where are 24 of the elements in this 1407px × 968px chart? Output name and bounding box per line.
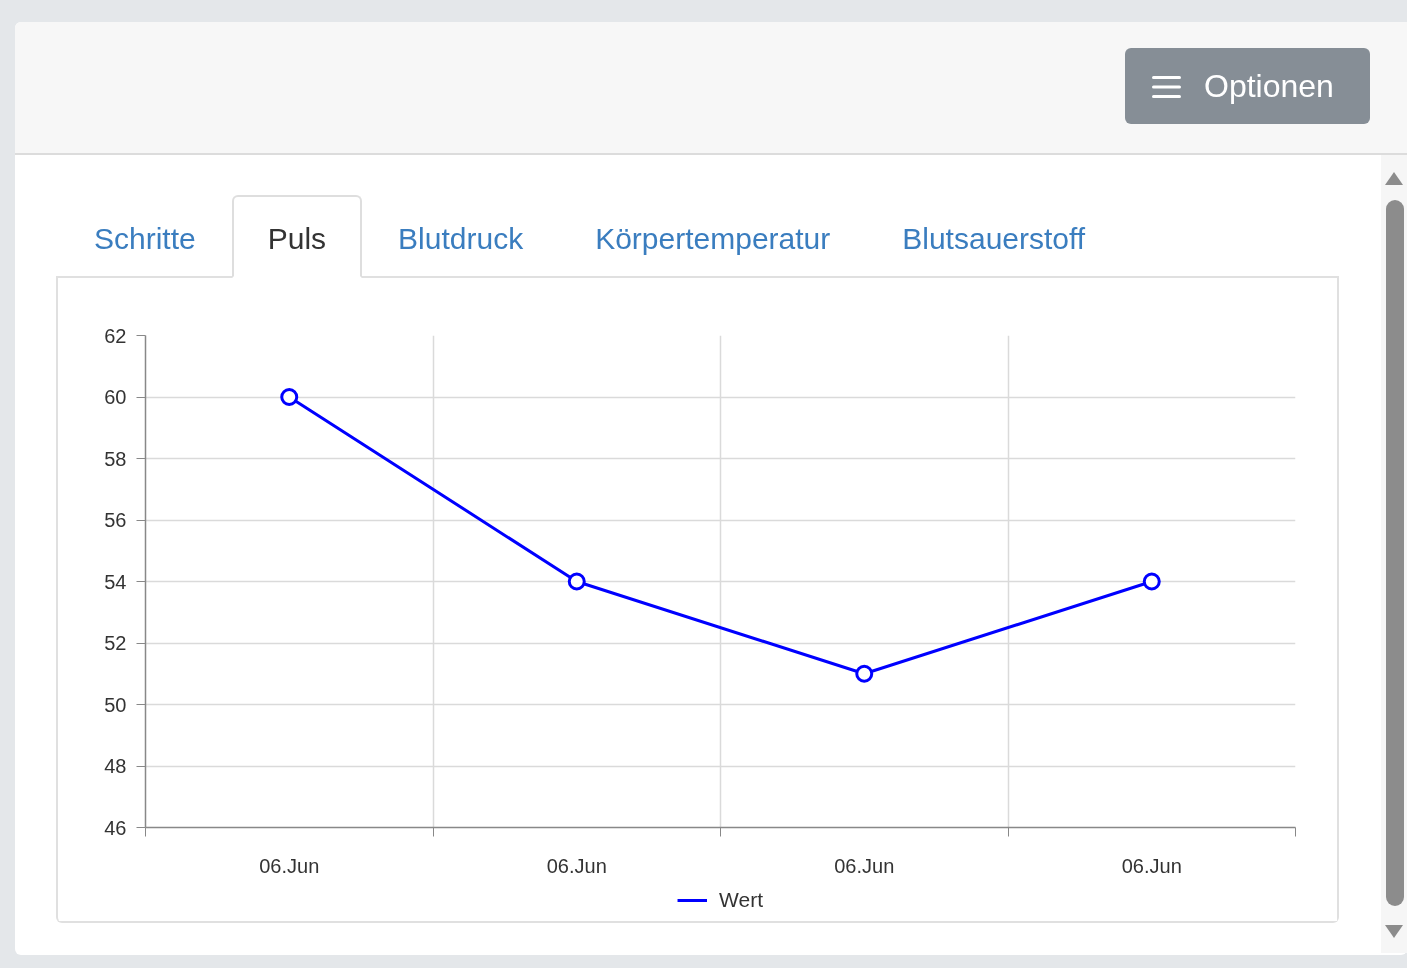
- text: Blutsauerstoff: [901, 221, 1087, 257]
- x-tick-label: 06.Jun: [259, 854, 320, 877]
- text: Puls: [231, 195, 363, 278]
- point: [280, 388, 299, 406]
- y-tick-label: 48: [104, 755, 127, 777]
- text: Optionen: [1204, 67, 1334, 106]
- y-tick-label: 46: [104, 816, 127, 839]
- text: Körpertemperatur: [594, 221, 832, 257]
- y-tick-label: 56: [104, 509, 127, 531]
- y-tick-label: 58: [104, 447, 127, 470]
- legend-label: Wert: [719, 888, 763, 912]
- x-tick-label: 06.Jun: [834, 854, 895, 877]
- point: [855, 664, 874, 683]
- text: Schritte: [93, 221, 197, 257]
- y-tick-label: 54: [104, 570, 127, 593]
- text: Blutdruck: [397, 221, 525, 257]
- y-tick-label: 50: [104, 693, 127, 716]
- y-tick-label: 60: [104, 386, 127, 408]
- x-tick-label: 06.Jun: [1121, 854, 1182, 877]
- y-tick-label: 62: [104, 324, 127, 347]
- y-tick-label: 52: [104, 632, 127, 654]
- x-tick-label: 06.Jun: [546, 854, 607, 877]
- point: [1142, 572, 1161, 591]
- point: [567, 572, 586, 591]
